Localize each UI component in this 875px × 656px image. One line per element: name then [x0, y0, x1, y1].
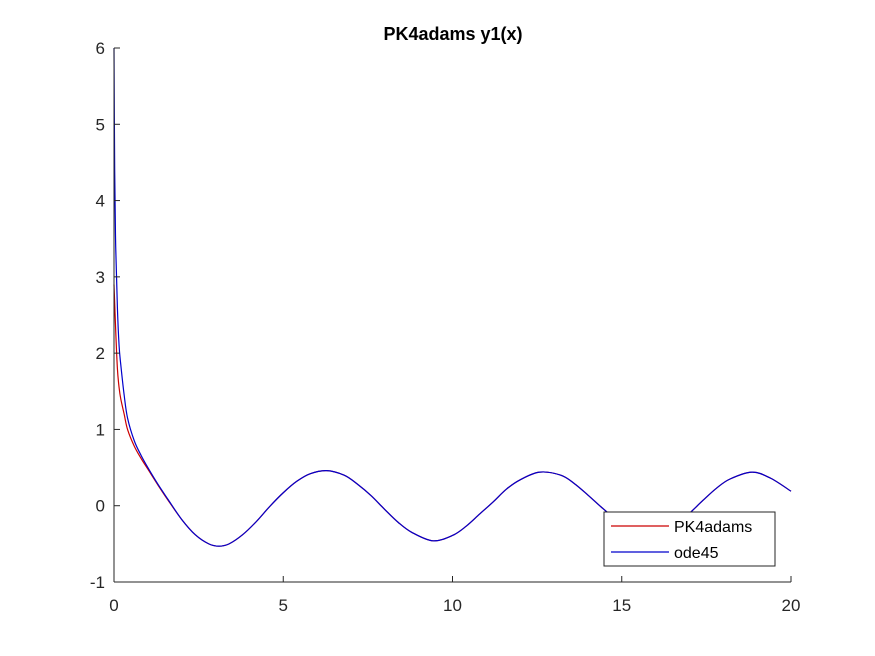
x-tick-label: 0: [109, 596, 118, 615]
y-tick-label: 4: [96, 192, 105, 211]
series-line-ode45: [113, 47, 792, 547]
series-group: [113, 47, 792, 547]
x-tick-label: 10: [443, 596, 462, 615]
x-tick-label: 20: [782, 596, 801, 615]
legend-box: [603, 511, 776, 567]
y-tick-label: 1: [96, 420, 105, 439]
y-tick-label: 6: [96, 39, 105, 58]
x-tick-label: 5: [279, 596, 288, 615]
legend-label-ode45: ode45: [674, 545, 719, 562]
y-tick-label: 0: [96, 497, 105, 516]
y-tick-label: 5: [96, 115, 105, 134]
y-tick-label: -1: [90, 573, 105, 592]
series-line-pk4adams: [113, 284, 792, 547]
x-tick-label: 15: [612, 596, 631, 615]
chart-title: PK4adams y1(x): [383, 24, 522, 44]
legend-label-pk4adams: PK4adams: [674, 519, 752, 536]
legend: PK4adams ode45: [603, 511, 776, 567]
y-tick-label: 3: [96, 268, 105, 287]
y-tick-label: 2: [96, 344, 105, 363]
